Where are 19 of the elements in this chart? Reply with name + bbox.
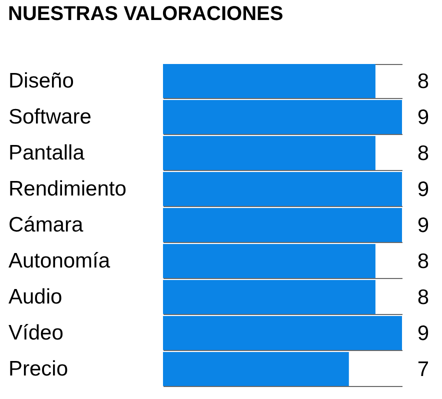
data-label: 8 [417,250,429,273]
data-label: 8 [417,286,429,309]
data-label: 9 [417,106,429,129]
y-tick-label: Diseño [8,70,74,92]
y-tick-label: Vídeo [8,322,64,344]
y-tick-label: Rendimiento [8,178,126,200]
y-tick-label: Precio [8,358,68,380]
chart-title: NUESTRAS VALORACIONES [8,3,284,25]
y-tick-label: Audio [8,286,62,308]
y-tick-label: Pantalla [8,142,85,164]
data-label: 9 [417,322,429,345]
y-tick-label: Software [8,106,92,128]
data-label: 9 [417,214,429,237]
y-tick-label: Autonomía [8,250,110,272]
data-label: 9 [417,178,429,201]
y-tick-label: Cámara [8,214,84,236]
data-label: 8 [417,70,429,93]
data-label: 7 [417,358,429,381]
data-label: 8 [417,142,429,165]
